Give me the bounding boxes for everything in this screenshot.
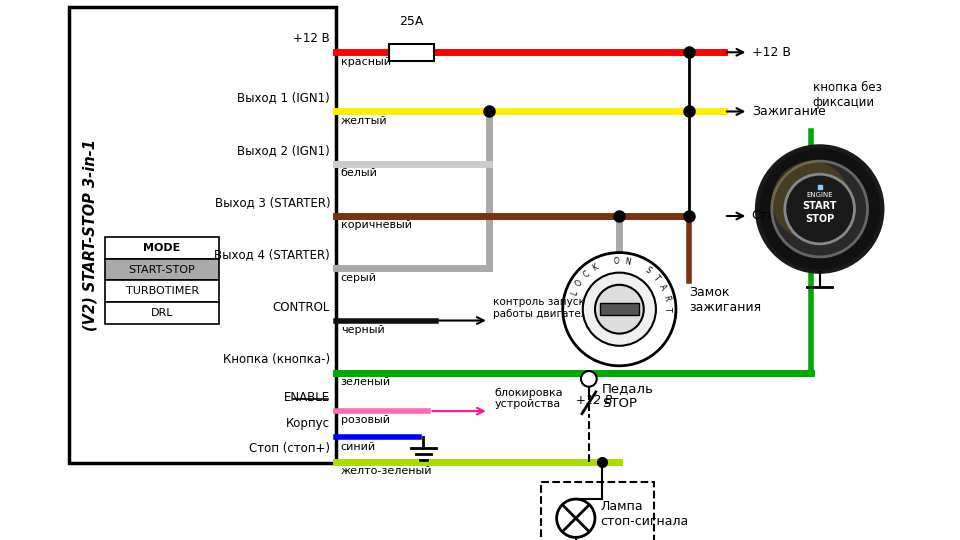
Bar [106,280,219,302]
Text: Кнопка (кнопка-): Кнопка (кнопка-) [223,353,330,366]
Bar [600,303,638,315]
Text: белый: белый [341,168,377,178]
Text: Выход 1 (IGN1): Выход 1 (IGN1) [237,91,330,105]
Bar [69,7,336,463]
Text: Замок
зажигания: Замок зажигания [689,287,761,314]
Circle shape [595,285,644,334]
Text: +12 В: +12 В [294,32,330,45]
Text: ENGINE: ENGINE [806,192,833,198]
Text: розовый: розовый [341,415,390,426]
Text: L: L [569,289,579,296]
Text: коричневый: коричневый [341,220,412,231]
Bar [389,44,434,61]
Text: O: O [574,278,585,288]
Text: O: O [613,256,620,266]
Text: START: START [803,201,837,212]
Text: +12 В: +12 В [752,46,791,59]
Text: синий: синий [341,442,375,451]
Text: N: N [624,257,632,267]
Bar [541,482,654,540]
Text: желтый: желтый [341,116,387,126]
Text: TURBOTIMER: TURBOTIMER [126,286,199,296]
Text: контроль запуска и
работы двигателя: контроль запуска и работы двигателя [493,297,601,319]
Text: +12 В: +12 В [576,394,612,407]
Text: Стоп (стоп+): Стоп (стоп+) [250,442,330,455]
Text: START-STOP: START-STOP [129,265,196,274]
Text: черный: черный [341,325,384,335]
Bar [106,259,219,280]
Text: Выход 4 (STARTER): Выход 4 (STARTER) [214,248,330,261]
Bar [106,302,219,324]
Text: (V2) START-STOP 3-in-1: (V2) START-STOP 3-in-1 [83,139,97,331]
Text: S: S [643,266,653,276]
Text: R: R [661,294,671,302]
Text: серый: серый [341,273,376,282]
Circle shape [583,273,656,346]
Text: Выход 2 (IGN1): Выход 2 (IGN1) [237,144,330,157]
Text: Корпус: Корпус [286,417,330,430]
Text: ENABLE: ENABLE [284,391,330,404]
Circle shape [785,174,854,244]
Text: C: C [582,269,591,279]
Text: DRL: DRL [151,308,174,318]
Text: 25A: 25A [399,15,423,28]
Text: STOP: STOP [805,214,834,224]
Text: T: T [662,307,672,312]
Text: красный: красный [341,57,391,66]
Circle shape [772,161,851,240]
Bar [106,237,219,259]
Text: A: A [657,284,667,292]
Text: Выход 3 (STARTER): Выход 3 (STARTER) [215,196,330,209]
Circle shape [581,371,597,387]
Text: кнопка без
фиксации: кнопка без фиксации [813,81,881,109]
Text: Зажигание: Зажигание [752,105,826,118]
Text: зеленый: зеленый [341,377,391,387]
Circle shape [563,253,676,366]
Text: K: K [591,262,600,273]
Circle shape [757,146,882,272]
Text: Стартер: Стартер [752,210,806,222]
Circle shape [557,499,595,537]
Text: T: T [651,274,661,283]
Text: блокировка
устройства: блокировка устройства [494,388,564,409]
Text: желто-зеленый: желто-зеленый [341,466,432,476]
Text: CONTROL: CONTROL [273,301,330,314]
Circle shape [772,161,868,257]
Text: MODE: MODE [143,243,180,253]
Text: Лампа
стоп-сигнала: Лампа стоп-сигнала [600,500,688,528]
Text: Педаль
STOP: Педаль STOP [602,382,654,410]
